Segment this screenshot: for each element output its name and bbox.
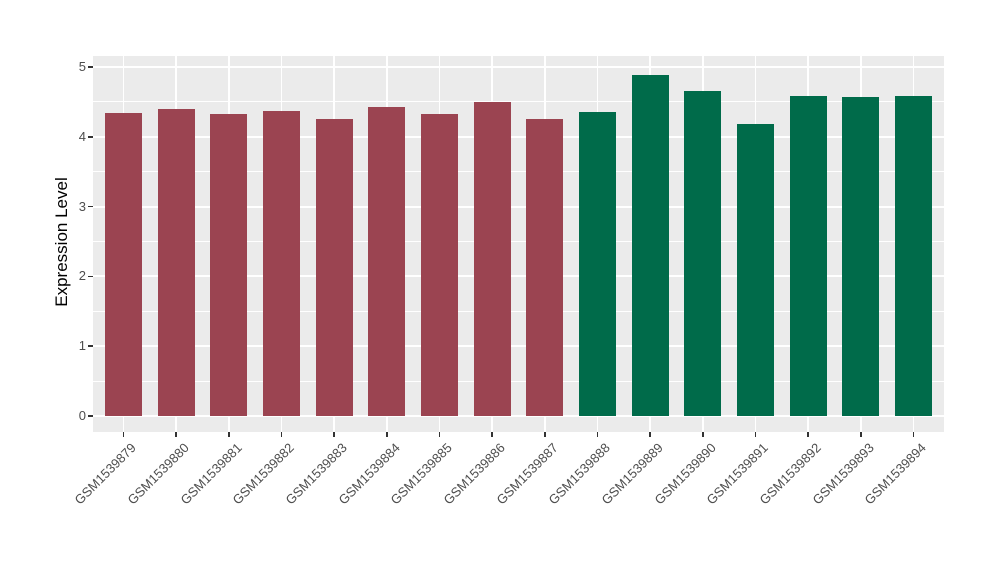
bar [684,90,722,416]
major-gridline [93,415,944,417]
minor-gridline [93,241,944,242]
y-tick-mark [88,415,93,417]
y-tick-mark [88,136,93,138]
minor-gridline [93,380,944,382]
y-tick-label: 3 [78,198,86,214]
y-tick-label: 1 [78,338,86,354]
x-tick-mark [596,432,599,437]
x-tick-mark [228,432,230,437]
bar [895,96,933,416]
major-gridline [93,66,944,68]
y-tick-label: 2 [78,268,86,284]
x-tick-mark [754,432,757,437]
x-tick-mark [912,432,915,437]
bar [105,113,142,416]
major-gridline [93,135,944,138]
y-tick-mark [88,275,93,278]
x-tick-mark [860,432,862,437]
x-tick-mark [807,432,809,437]
x-tick-mark [280,432,283,437]
bar [842,97,880,416]
x-tick-mark [544,432,546,437]
minor-gridline [93,101,944,103]
bar [157,108,195,416]
bar [263,110,300,416]
major-gridline [93,345,944,348]
minor-gridline [93,310,944,312]
y-tick-label: 5 [78,59,86,74]
x-tick-mark [702,432,704,437]
x-tick-mark [386,432,388,437]
y-tick-label: 4 [78,128,86,144]
major-gridline [93,275,944,278]
bar [579,112,617,416]
plot-panel [93,56,944,432]
major-gridline [93,205,944,208]
bar [421,113,459,416]
bar [789,95,827,416]
bar [210,113,248,416]
minor-gridline [93,171,944,173]
bar [737,124,775,416]
bar [315,118,353,416]
y-tick-mark [88,66,93,68]
y-tick-label: 0 [78,408,86,423]
bar [631,74,669,416]
bar [368,106,406,416]
x-tick-mark [175,432,177,437]
x-tick-mark [122,432,125,437]
bar [473,101,511,416]
x-tick-mark [333,432,335,437]
x-tick-mark [438,432,441,437]
x-tick-mark [491,432,493,437]
y-tick-mark [88,205,93,208]
x-tick-mark [649,432,651,437]
y-tick-mark [88,345,93,347]
bar [526,119,564,416]
